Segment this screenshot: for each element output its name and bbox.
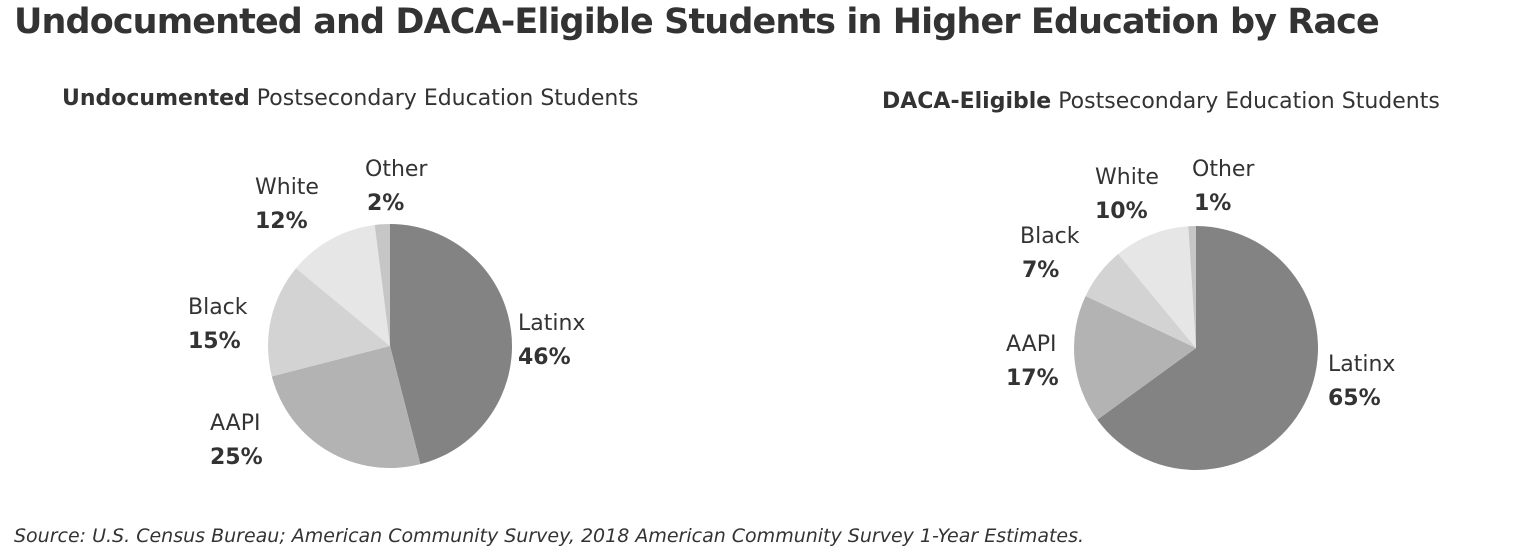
left-pie-label-other: Other <box>365 157 428 182</box>
right-pie-value-white: 10% <box>1095 199 1148 224</box>
left-pie-subtitle-rest: Postsecondary Education Students <box>249 86 639 111</box>
right-pie-slice-white <box>1118 226 1196 348</box>
right-pie-value-aapi: 17% <box>1006 366 1059 391</box>
left-pie-label-black: Black <box>188 295 248 320</box>
right-pie-label-white: White <box>1095 165 1159 190</box>
left-pie-subtitle: Undocumented Postsecondary Education Stu… <box>62 86 638 111</box>
chart-title: Undocumented and DACA-Eligible Students … <box>14 2 1380 42</box>
left-pie-slice-black <box>268 268 390 377</box>
right-pie-slice-other <box>1188 226 1196 348</box>
right-pie-label-aapi: AAPI <box>1006 332 1056 357</box>
right-pie-value-black: 7% <box>1022 258 1059 283</box>
left-pie-slice-white <box>295 224 390 346</box>
left-pie-slice-latinx <box>390 224 512 465</box>
left-pie-value-white: 12% <box>255 209 308 234</box>
right-pie-label-latinx: Latinx <box>1328 352 1395 377</box>
left-pie-value-other: 2% <box>367 191 404 216</box>
right-pie-label-black: Black <box>1020 224 1080 249</box>
right-pie-label-other: Other <box>1192 157 1255 182</box>
right-pie-value-other: 1% <box>1194 191 1231 216</box>
right-pie-subtitle-bold: DACA-Eligible <box>882 89 1052 114</box>
left-pie-slice-other <box>374 224 390 346</box>
left-pie-label-latinx: Latinx <box>518 311 585 336</box>
right-pie-slice-aapi <box>1074 296 1196 420</box>
right-pie-subtitle: DACA-Eligible Postsecondary Education St… <box>882 89 1440 114</box>
left-pie-value-black: 15% <box>188 329 241 354</box>
left-pie-value-latinx: 46% <box>518 345 571 370</box>
left-pie-slice-aapi <box>271 346 421 468</box>
left-pie-label-white: White <box>255 175 319 200</box>
left-pie-subtitle-bold: Undocumented <box>62 86 250 111</box>
right-pie-slice-latinx <box>1097 226 1318 470</box>
left-pie-label-aapi: AAPI <box>210 411 260 436</box>
right-pie-slice-black <box>1085 253 1196 348</box>
source-note: Source: U.S. Census Bureau; American Com… <box>14 525 1085 547</box>
right-pie-subtitle-rest: Postsecondary Education Students <box>1051 89 1440 114</box>
left-pie-value-aapi: 25% <box>210 445 263 470</box>
right-pie-value-latinx: 65% <box>1328 386 1381 411</box>
